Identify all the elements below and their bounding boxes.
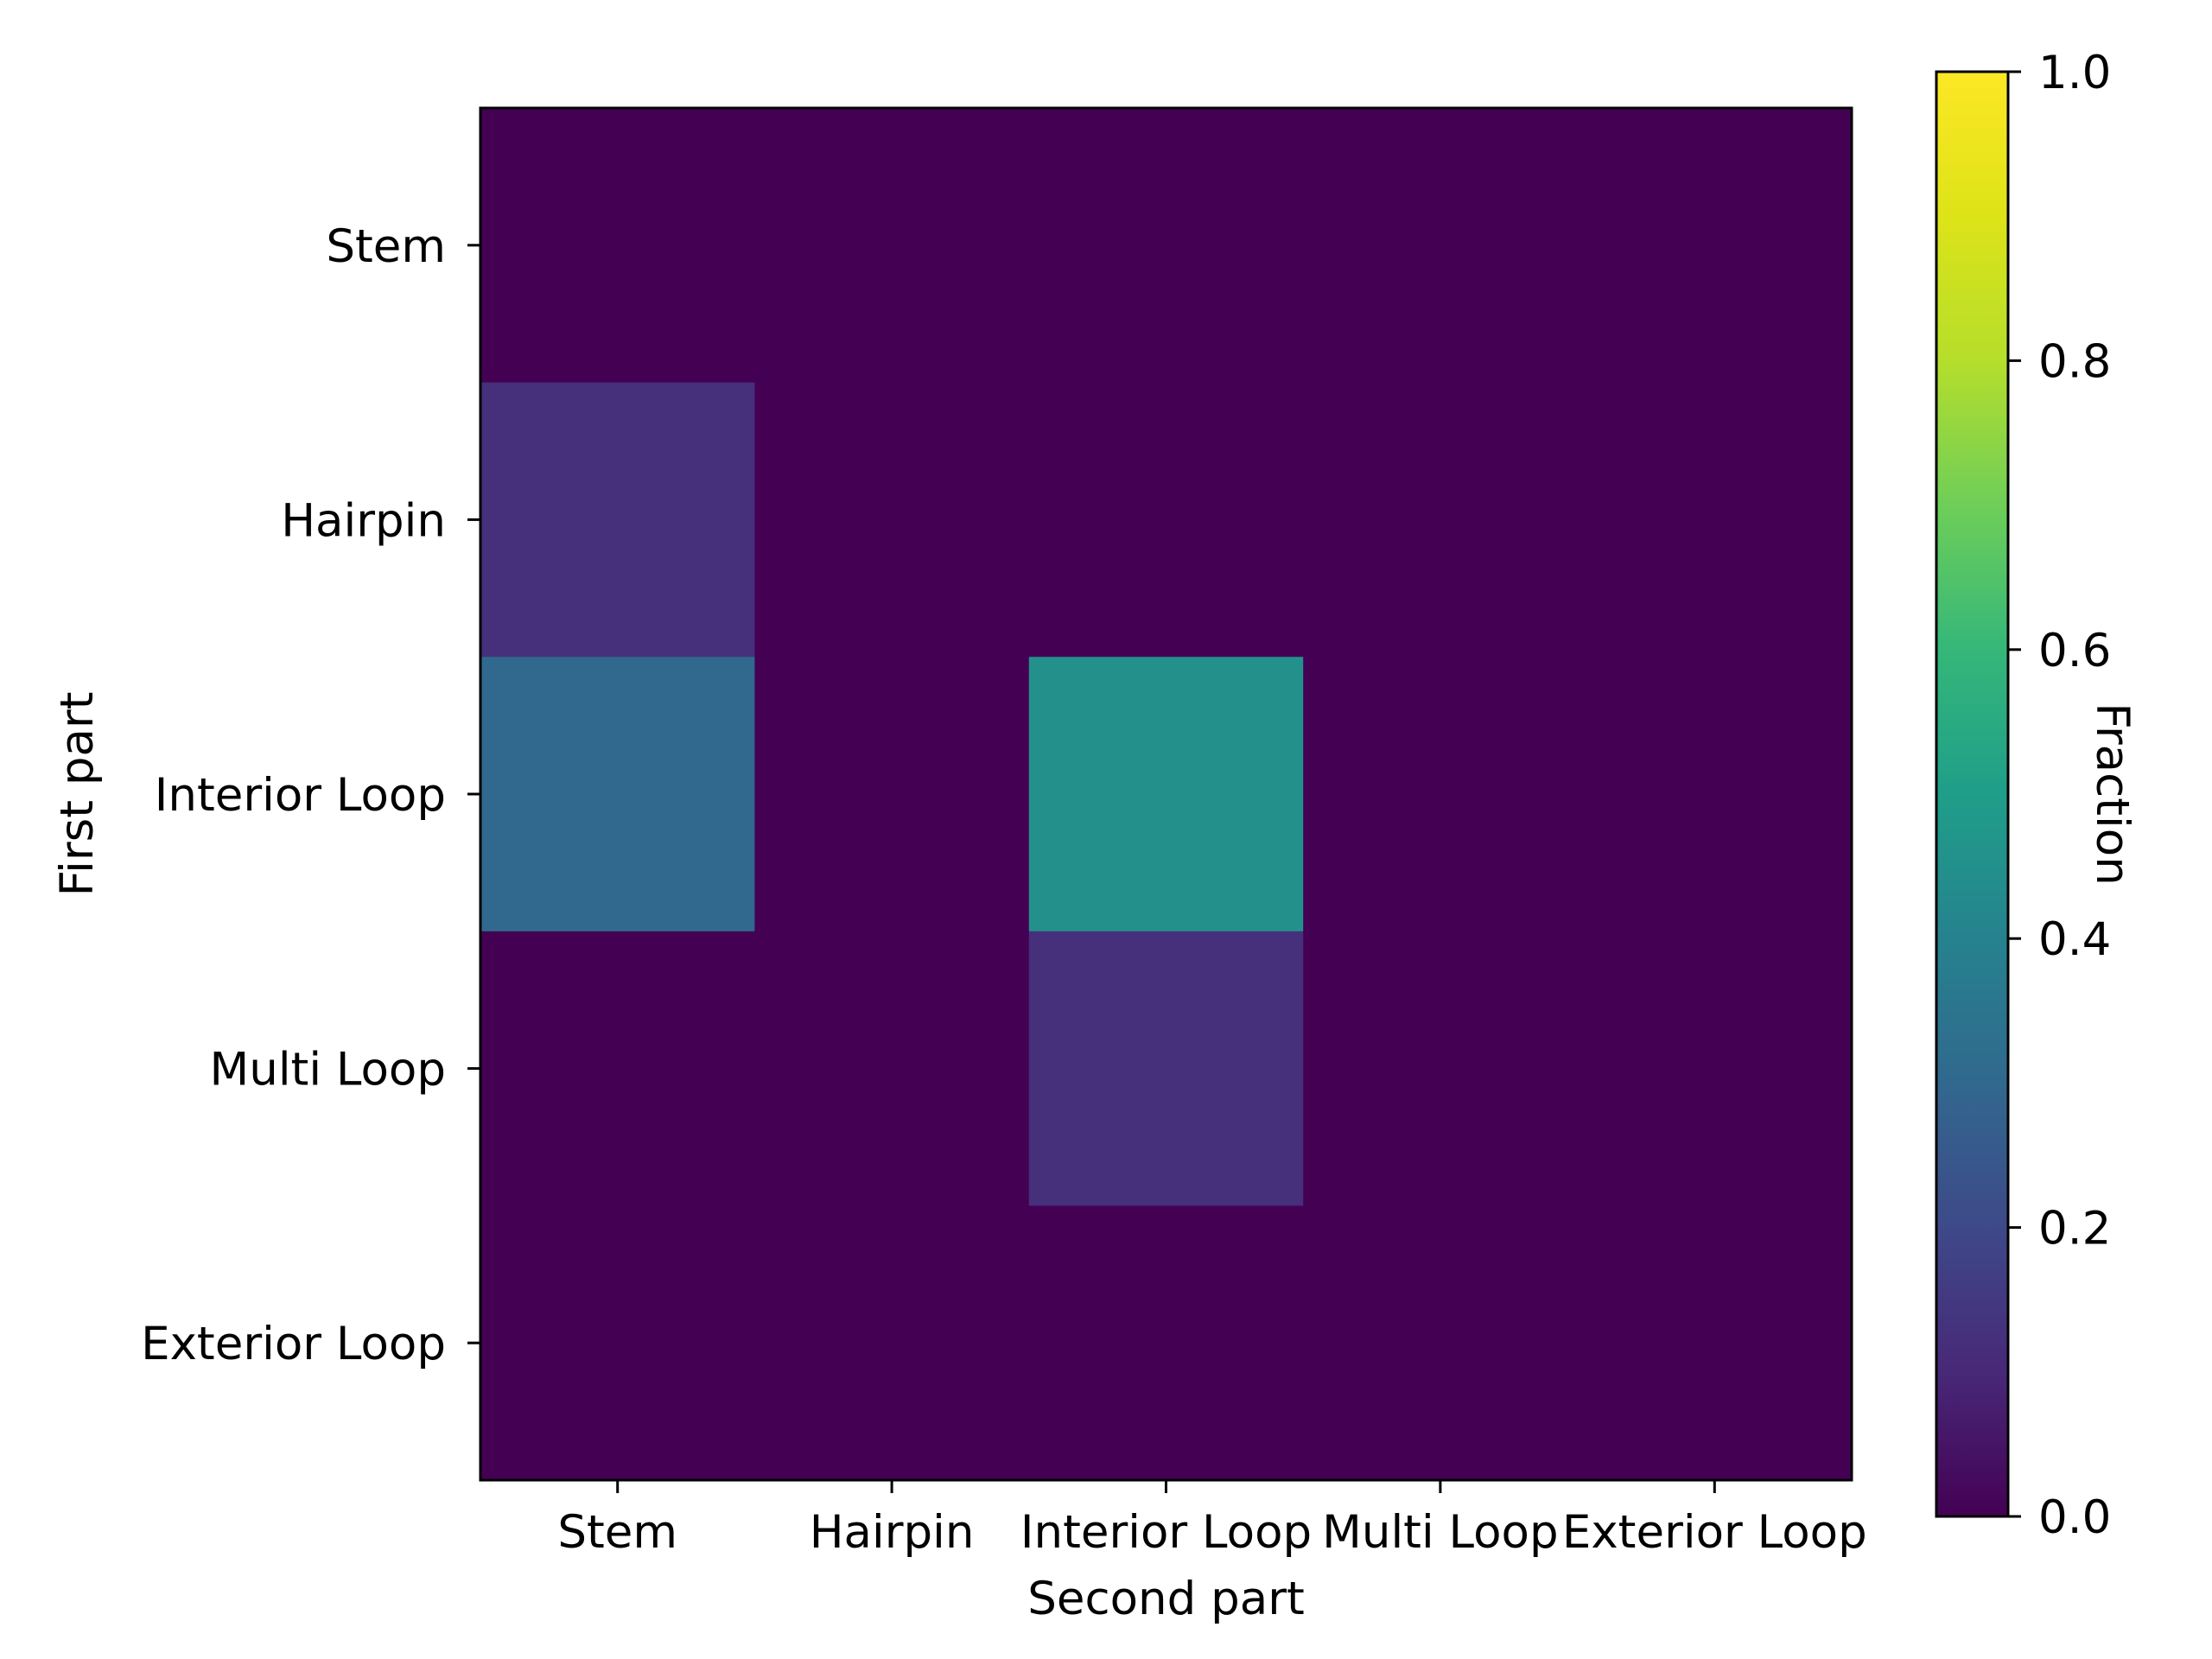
colorbar-tick-label: 0.6 — [2038, 625, 2111, 677]
x-tick-label: Multi Loop — [1322, 1506, 1559, 1559]
colorbar — [1935, 70, 2010, 1518]
heatmap-cell — [1577, 382, 1853, 658]
heatmap-cell — [1303, 382, 1579, 658]
heatmap-cell — [480, 382, 755, 658]
heatmap-cell — [480, 108, 755, 384]
colorbar-tick-label: 0.2 — [2038, 1203, 2111, 1255]
x-tick-label: Interior Loop — [1020, 1506, 1312, 1559]
y-axis-label: First part — [51, 691, 104, 896]
heatmap-cell — [1028, 657, 1304, 932]
heatmap-cell — [754, 382, 1030, 658]
heatmap-cell — [1303, 657, 1579, 932]
heatmap-cell — [1028, 931, 1304, 1206]
x-tick-label: Exterior Loop — [1562, 1506, 1867, 1559]
heatmap-cell — [1577, 657, 1853, 932]
y-axis: Stem Hairpin Interior Loop Multi Loop Exteri… — [141, 220, 480, 1370]
y-tick-label: Stem — [326, 220, 446, 273]
y-tick-label: Exterior Loop — [141, 1318, 446, 1370]
heatmap-cells — [480, 108, 1853, 1481]
y-tick-label: Hairpin — [281, 494, 446, 547]
heatmap-cell — [754, 108, 1030, 384]
x-tick-label: Stem — [557, 1506, 677, 1559]
colorbar-tick-label: 0.8 — [2038, 335, 2111, 388]
x-axis: Stem Hairpin Interior Loop Multi Loop Exteri… — [557, 1480, 1867, 1559]
heatmap-cell — [754, 931, 1030, 1206]
colorbar-tick-label: 0.4 — [2038, 913, 2111, 966]
y-tick-label: Interior Loop — [155, 769, 446, 822]
heatmap-cell — [1028, 108, 1304, 384]
x-axis-label: Second part — [1027, 1573, 1305, 1625]
colorbar-axis: 0.0 0.2 0.4 0.6 0.8 1.0 — [2008, 47, 2111, 1544]
heatmap-cell — [1303, 1205, 1579, 1481]
heatmap-cell — [1028, 382, 1304, 658]
heatmap-cell — [1303, 108, 1579, 384]
colorbar-label: Fraction — [2086, 702, 2139, 886]
heatmap-cell — [480, 931, 755, 1206]
heatmap-cell — [1577, 931, 1853, 1206]
heatmap-cell — [1028, 1205, 1304, 1481]
heatmap-cell — [1577, 1205, 1853, 1481]
heatmap-cell — [754, 657, 1030, 932]
colorbar-tick-label: 1.0 — [2038, 47, 2111, 99]
heatmap-cell — [480, 657, 755, 932]
colorbar-tick-label: 0.0 — [2038, 1491, 2111, 1544]
heatmap-cell — [1303, 931, 1579, 1206]
heatmap-cell — [1577, 108, 1853, 384]
y-tick-label: Multi Loop — [210, 1044, 447, 1096]
heatmap-cell — [480, 1205, 755, 1481]
x-tick-label: Hairpin — [810, 1506, 975, 1559]
heatmap-cell — [754, 1205, 1030, 1481]
